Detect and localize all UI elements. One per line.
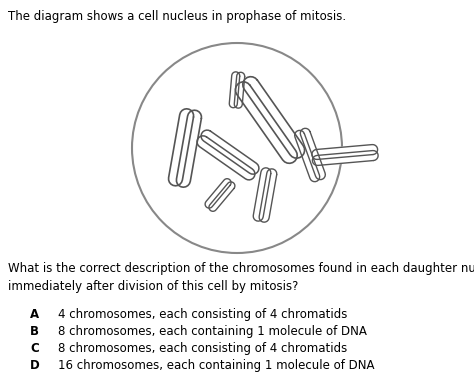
Text: D: D: [30, 359, 40, 372]
Text: 16 chromosomes, each containing 1 molecule of DNA: 16 chromosomes, each containing 1 molecu…: [58, 359, 374, 372]
Polygon shape: [312, 151, 378, 165]
Text: What is the correct description of the chromosomes found in each daughter nucleu: What is the correct description of the c…: [8, 262, 474, 293]
Text: 8 chromosomes, each containing 1 molecule of DNA: 8 chromosomes, each containing 1 molecul…: [58, 325, 367, 338]
Polygon shape: [259, 169, 277, 222]
Polygon shape: [176, 110, 201, 187]
Polygon shape: [236, 82, 297, 163]
Text: C: C: [30, 342, 39, 355]
Polygon shape: [234, 72, 245, 108]
Polygon shape: [201, 130, 259, 174]
Polygon shape: [295, 130, 319, 182]
Polygon shape: [209, 182, 235, 211]
Polygon shape: [205, 179, 231, 208]
Polygon shape: [229, 72, 240, 108]
Polygon shape: [301, 128, 325, 180]
Polygon shape: [243, 77, 305, 158]
Polygon shape: [169, 109, 193, 186]
Polygon shape: [253, 168, 271, 221]
Text: A: A: [30, 308, 39, 321]
Polygon shape: [197, 136, 255, 180]
Text: 4 chromosomes, each consisting of 4 chromatids: 4 chromosomes, each consisting of 4 chro…: [58, 308, 347, 321]
Text: B: B: [30, 325, 39, 338]
Text: 8 chromosomes, each consisting of 4 chromatids: 8 chromosomes, each consisting of 4 chro…: [58, 342, 347, 355]
Text: The diagram shows a cell nucleus in prophase of mitosis.: The diagram shows a cell nucleus in prop…: [8, 10, 346, 23]
Polygon shape: [312, 145, 378, 159]
